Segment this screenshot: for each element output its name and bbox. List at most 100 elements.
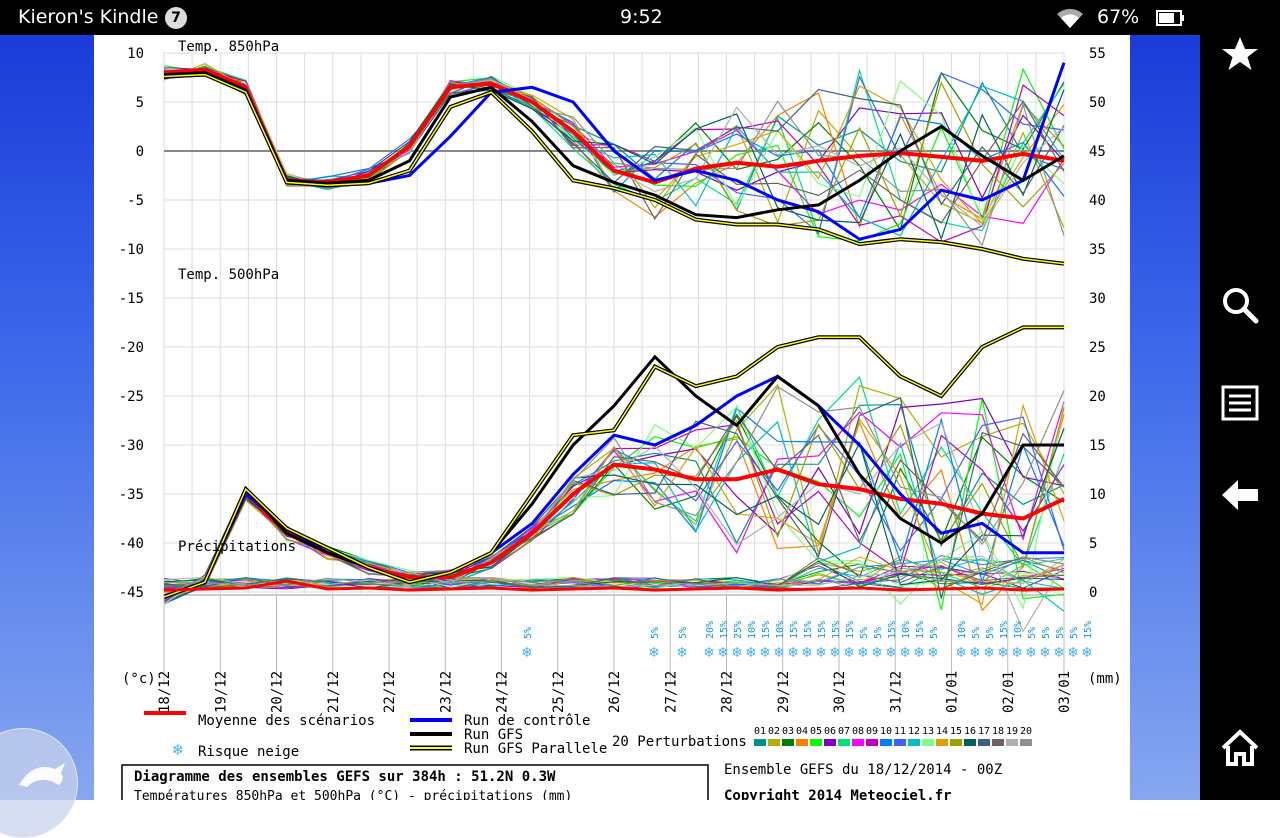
snow-risk-value: 10%: [957, 621, 968, 639]
snowflake-icon: ❄: [815, 645, 827, 661]
snow-risk-value: 5%: [650, 627, 661, 639]
snowflake-icon: ❄: [955, 645, 967, 661]
y-tick-right: 45: [1089, 144, 1106, 160]
notification-badge[interactable]: 7: [165, 7, 187, 29]
x-tick-label: 27/12: [663, 671, 679, 713]
snowflake-icon: ❄: [1081, 645, 1093, 661]
perturbation-id: 04: [796, 726, 808, 737]
y-tick-left: -5: [127, 193, 144, 209]
page-background-left: [0, 35, 94, 800]
snow-risk-value: 15%: [803, 621, 814, 639]
snow-risk-value: 15%: [915, 621, 926, 639]
perturbation-id: 06: [824, 726, 836, 737]
x-tick-label: 30/12: [832, 671, 848, 713]
perturbation-id: 07: [838, 726, 850, 737]
y-tick-right: 0: [1089, 585, 1097, 601]
y-tick-left: 10: [127, 46, 144, 62]
status-bar: Kieron's Kindle 7 9:52 67%: [0, 0, 1200, 35]
snow-risk-value: 15%: [1083, 621, 1094, 639]
series-line-500-run-gfs-parallele: [163, 326, 1064, 598]
perturbation-id: 18: [992, 726, 1004, 737]
snow-risk-value: 5%: [1069, 627, 1080, 639]
perturbation-swatch: [922, 739, 934, 746]
legend-label-mean: Moyenne des scénarios: [198, 713, 375, 729]
y-tick-right: 10: [1089, 487, 1106, 503]
snowflake-icon: ❄: [648, 645, 660, 661]
snowflake-icon: ❄: [885, 645, 897, 661]
y-tick-left: -25: [119, 389, 144, 405]
snow-risk-value: 10%: [747, 621, 758, 639]
snowflake-icon: ❄: [997, 645, 1009, 661]
perturbation-id: 09: [866, 726, 878, 737]
dolphin-icon: [19, 763, 65, 787]
perturbation-id: 20: [1020, 726, 1032, 737]
perturbation-swatch: [992, 739, 1004, 746]
home-icon: [1221, 729, 1259, 766]
perturbation-id: 11: [894, 726, 906, 737]
snowflake-icon: ❄: [857, 645, 869, 661]
x-tick-label: 29/12: [776, 671, 792, 713]
search-button[interactable]: [1215, 280, 1265, 330]
x-tick-label: 18/12: [157, 671, 173, 713]
y-tick-left: -35: [119, 487, 144, 503]
snow-risk-value: 5%: [971, 627, 982, 639]
snow-risk-value: 25%: [733, 621, 744, 639]
legend-label-perturbations: 20 Perturbations: [612, 734, 747, 750]
perturbation-id: 17: [978, 726, 990, 737]
snowflake-icon: ❄: [717, 645, 729, 661]
snowflake-icon: ❄: [1053, 645, 1065, 661]
snowflake-icon: ❄: [983, 645, 995, 661]
main-series-lines: [163, 62, 1066, 599]
gefs-ensemble-chart: Temp. 850hPa Temp. 500hPa Précipitations 10…: [119, 39, 1122, 800]
x-tick-label: 02/01: [1001, 671, 1017, 713]
y-tick-left: -10: [119, 242, 144, 258]
snow-risk-value: 10%: [1013, 621, 1024, 639]
snowflake-icon: ❄: [521, 645, 533, 661]
x-tick-label: 26/12: [607, 671, 623, 713]
snowflake-icon: ❄: [927, 645, 939, 661]
perturbation-swatch: [1020, 739, 1032, 746]
wifi-icon: [1057, 8, 1083, 28]
snow-risk-value: 10%: [775, 621, 786, 639]
y-tick-right: 40: [1089, 193, 1106, 209]
snow-risk-value: 15%: [831, 621, 842, 639]
perturbation-swatch: [782, 739, 794, 746]
x-tick-label: 20/12: [270, 671, 286, 713]
snow-risk-value: 5%: [1027, 627, 1038, 639]
chart-image: Temp. 850hPa Temp. 500hPa Précipitations 10…: [94, 35, 1130, 800]
perturbation-id: 08: [852, 726, 864, 737]
snow-risk-value: 15%: [761, 621, 772, 639]
perturbation-id: 15: [950, 726, 962, 737]
footer-subtitle: Températures 850hPa et 500hPa (°C) - pré…: [134, 789, 572, 800]
y-tick-right: 55: [1089, 46, 1106, 62]
perturbation-id: 02: [768, 726, 780, 737]
snow-risk-value: 20%: [705, 621, 716, 639]
perturbation-swatch: [754, 739, 766, 746]
y-tick-right: 25: [1089, 340, 1106, 356]
search-icon: [1223, 288, 1259, 324]
series-line-precip-mean: [163, 579, 1065, 592]
y-tick-left: -40: [119, 536, 144, 552]
favorite-button[interactable]: [1215, 29, 1265, 79]
perturbation-id: 14: [936, 726, 948, 737]
snow-risk-value: 15%: [887, 621, 898, 639]
x-tick-label: 19/12: [213, 671, 229, 713]
left-unit-label: (°c): [122, 671, 156, 687]
y-tick-right: 35: [1089, 242, 1106, 258]
snow-risk-value: 5%: [1055, 627, 1066, 639]
snowflake-icon: ❄: [801, 645, 813, 661]
home-button[interactable]: [1215, 723, 1265, 773]
back-button[interactable]: [1215, 470, 1265, 520]
snow-risk-value: 5%: [1041, 627, 1052, 639]
menu-button[interactable]: [1215, 378, 1265, 428]
snowflake-icon: ❄: [172, 741, 185, 759]
snowflake-icon: ❄: [1039, 645, 1051, 661]
battery-icon: [1156, 10, 1184, 26]
y-tick-left: 5: [136, 95, 144, 111]
snowflake-icon: ❄: [773, 645, 785, 661]
snowflake-icon: ❄: [731, 645, 743, 661]
y-tick-right: 20: [1089, 389, 1106, 405]
x-tick-label: 22/12: [382, 671, 398, 713]
perturbation-id: 19: [1006, 726, 1018, 737]
legend-label: Run GFS: [464, 727, 523, 743]
